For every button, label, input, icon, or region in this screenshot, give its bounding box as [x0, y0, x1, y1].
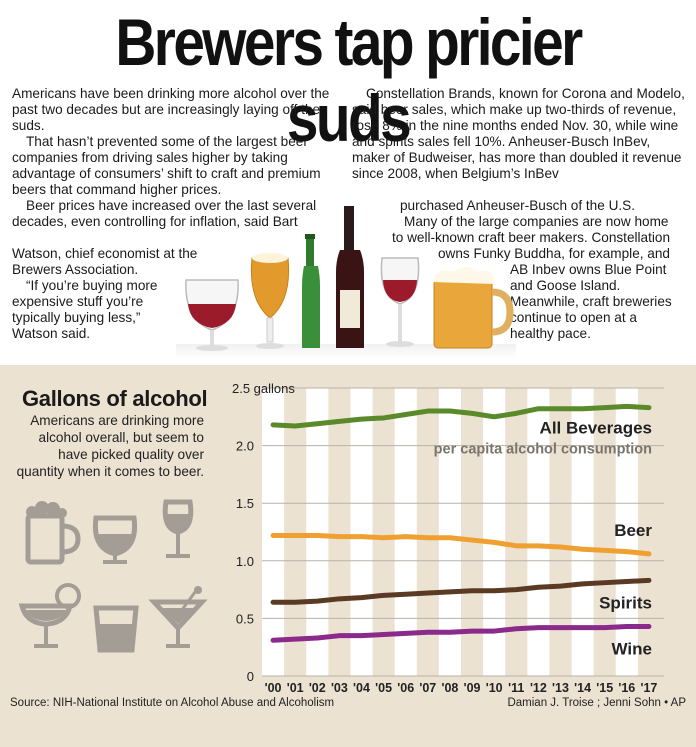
story-line: Many of the large companies are now home [404, 214, 669, 229]
source-note: Source: NIH-National Institute on Alcoho… [10, 697, 335, 709]
story-line: and Goose Island. [510, 278, 621, 293]
brandy-snifter-glass [185, 279, 239, 351]
credit-line: Damian J. Troise ; Jenni Sohn • AP [507, 697, 686, 709]
wine-glass-icon [162, 499, 194, 558]
story-line: owns Funky Buddha, for example, and [438, 246, 670, 261]
story-col2: Constellation Brands, known for Corona a… [352, 86, 685, 181]
beverage-illustration [185, 206, 514, 351]
paragraph: Americans have been drinking more alcoho… [12, 86, 330, 133]
beer-mug-icon [25, 501, 81, 565]
story-line: AB Inbev owns Blue Point [510, 262, 667, 277]
story-line: to well-known craft beer makers. Constel… [392, 230, 671, 245]
beer-bottle [302, 234, 320, 348]
story-line: Meanwhile, craft breweries [510, 294, 672, 309]
story-line: “If you’re buying more [26, 278, 158, 293]
story-line: Brewers Association. [12, 262, 139, 277]
story-line: Watson, chief economist at the [12, 246, 198, 261]
rocks-glass-icon [93, 605, 139, 653]
wine-glass [380, 257, 420, 347]
drink-icons [18, 499, 208, 653]
margarita-glass-icon [18, 583, 81, 648]
wine-bottle [336, 206, 364, 348]
chart-title: Gallons of alcohol [22, 386, 208, 411]
story-line: typically buying less,” [12, 310, 141, 325]
headline: Brewers tap pricier suds [115, 5, 583, 155]
story-line: continue to open at a [510, 310, 637, 325]
paragraph: Beer prices have increased over the last… [12, 198, 317, 229]
story-line: expensive stuff you’re [12, 294, 144, 309]
story-line: healthy pace. [510, 326, 591, 341]
beer-mug [432, 267, 514, 349]
chart-subtitle: Americans are drinking more alcohol over… [16, 413, 204, 479]
brandy-snifter-icon [92, 515, 138, 564]
tulip-beer-glass [250, 253, 290, 349]
martini-glass-icon [148, 586, 208, 648]
story-line: Watson said. [12, 326, 91, 341]
paragraph: That hasn’t prevented some of the larges… [12, 134, 321, 197]
story-line: purchased Anheuser-Busch of the U.S. [400, 198, 636, 213]
story-col1: Americans have been drinking more alcoho… [12, 86, 342, 230]
